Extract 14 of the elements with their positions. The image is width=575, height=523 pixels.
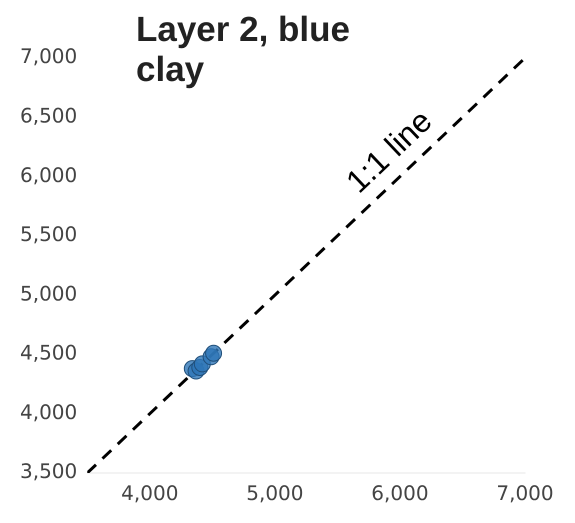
chart-title: Layer 2, blue clay [136,10,351,90]
x-tick-label: 4,000 [121,481,178,506]
y-tick-label: 3,500 [20,459,78,484]
y-tick-label: 6,500 [20,103,78,128]
y-tick-label: 4,000 [20,400,78,424]
y-tick-label: 4,500 [20,340,78,365]
x-tick-label: 5,000 [246,481,304,506]
y-tick-label: 6,000 [20,162,78,187]
y-tick-label: 5,000 [20,281,78,306]
annotation: 1:1 line [338,102,439,200]
y-tick-label: 7,000 [20,44,78,68]
y-tick-label: 5,500 [20,222,78,246]
x-tick-label: 7,000 [496,481,554,506]
x-tick-label: 6,000 [371,481,429,506]
